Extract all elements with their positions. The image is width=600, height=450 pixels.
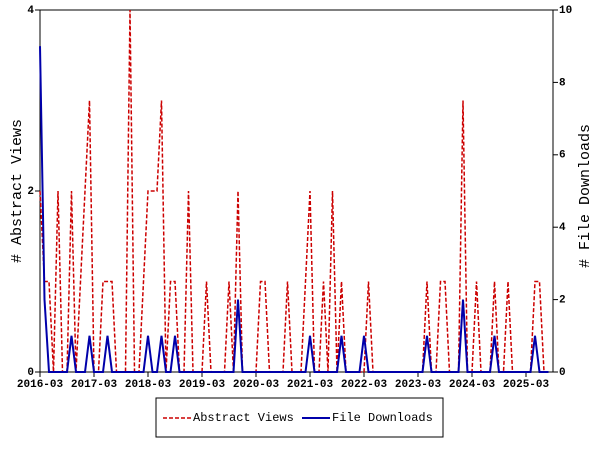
series-line [39, 9, 549, 373]
y-axis-label: # Abstract Views [9, 119, 26, 263]
y2-tick-label: 8 [559, 77, 566, 89]
y2-tick-label: 6 [559, 150, 566, 162]
x-tick-label: 2023-03 [395, 379, 442, 391]
x-tick-label: 2019-03 [179, 379, 226, 391]
legend-box [155, 397, 444, 438]
legend-label: File Downloads [332, 411, 433, 425]
y2-axis-label: # File Downloads [577, 124, 594, 268]
legend-label: Abstract Views [193, 411, 294, 425]
x-tick-label: 2020-03 [233, 379, 280, 391]
x-tick-label: 2021-03 [287, 379, 334, 391]
y2-tick-label: 4 [559, 222, 566, 234]
y-tick-label: 0 [27, 367, 34, 379]
x-tick-label: 2025-03 [503, 379, 550, 391]
x-tick-label: 2022-03 [341, 379, 388, 391]
y-tick-label: 2 [27, 186, 34, 198]
y2-tick-label: 0 [559, 367, 566, 379]
x-tick-label: 2018-03 [125, 379, 172, 391]
plot-frame [39, 9, 554, 373]
series-line [39, 46, 549, 373]
x-tick-label: 2017-03 [71, 379, 118, 391]
x-tick-label: 2024-03 [449, 379, 496, 391]
y2-tick-label: 10 [559, 5, 572, 17]
y2-tick-label: 2 [559, 295, 566, 307]
y-tick-label: 4 [27, 5, 34, 17]
x-tick-label: 2016-03 [17, 379, 64, 391]
